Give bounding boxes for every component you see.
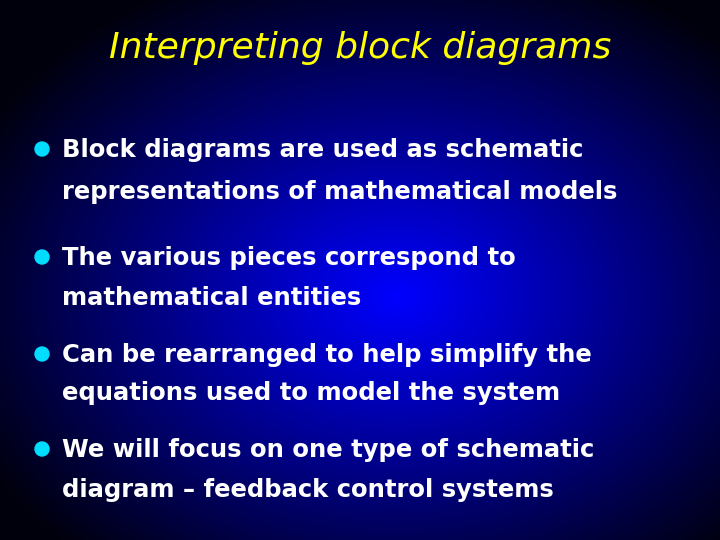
Text: representations of mathematical models: representations of mathematical models [62, 180, 617, 204]
Text: We will focus on one type of schematic: We will focus on one type of schematic [62, 438, 594, 462]
Text: mathematical entities: mathematical entities [62, 286, 361, 310]
Circle shape [35, 142, 49, 156]
Text: The various pieces correspond to: The various pieces correspond to [62, 246, 516, 270]
Circle shape [35, 347, 49, 361]
Text: diagram – feedback control systems: diagram – feedback control systems [62, 478, 554, 502]
Circle shape [35, 442, 49, 456]
Circle shape [35, 250, 49, 264]
Text: Interpreting block diagrams: Interpreting block diagrams [109, 31, 611, 65]
Text: Can be rearranged to help simplify the: Can be rearranged to help simplify the [62, 343, 592, 367]
Text: equations used to model the system: equations used to model the system [62, 381, 560, 405]
Text: Block diagrams are used as schematic: Block diagrams are used as schematic [62, 138, 583, 162]
